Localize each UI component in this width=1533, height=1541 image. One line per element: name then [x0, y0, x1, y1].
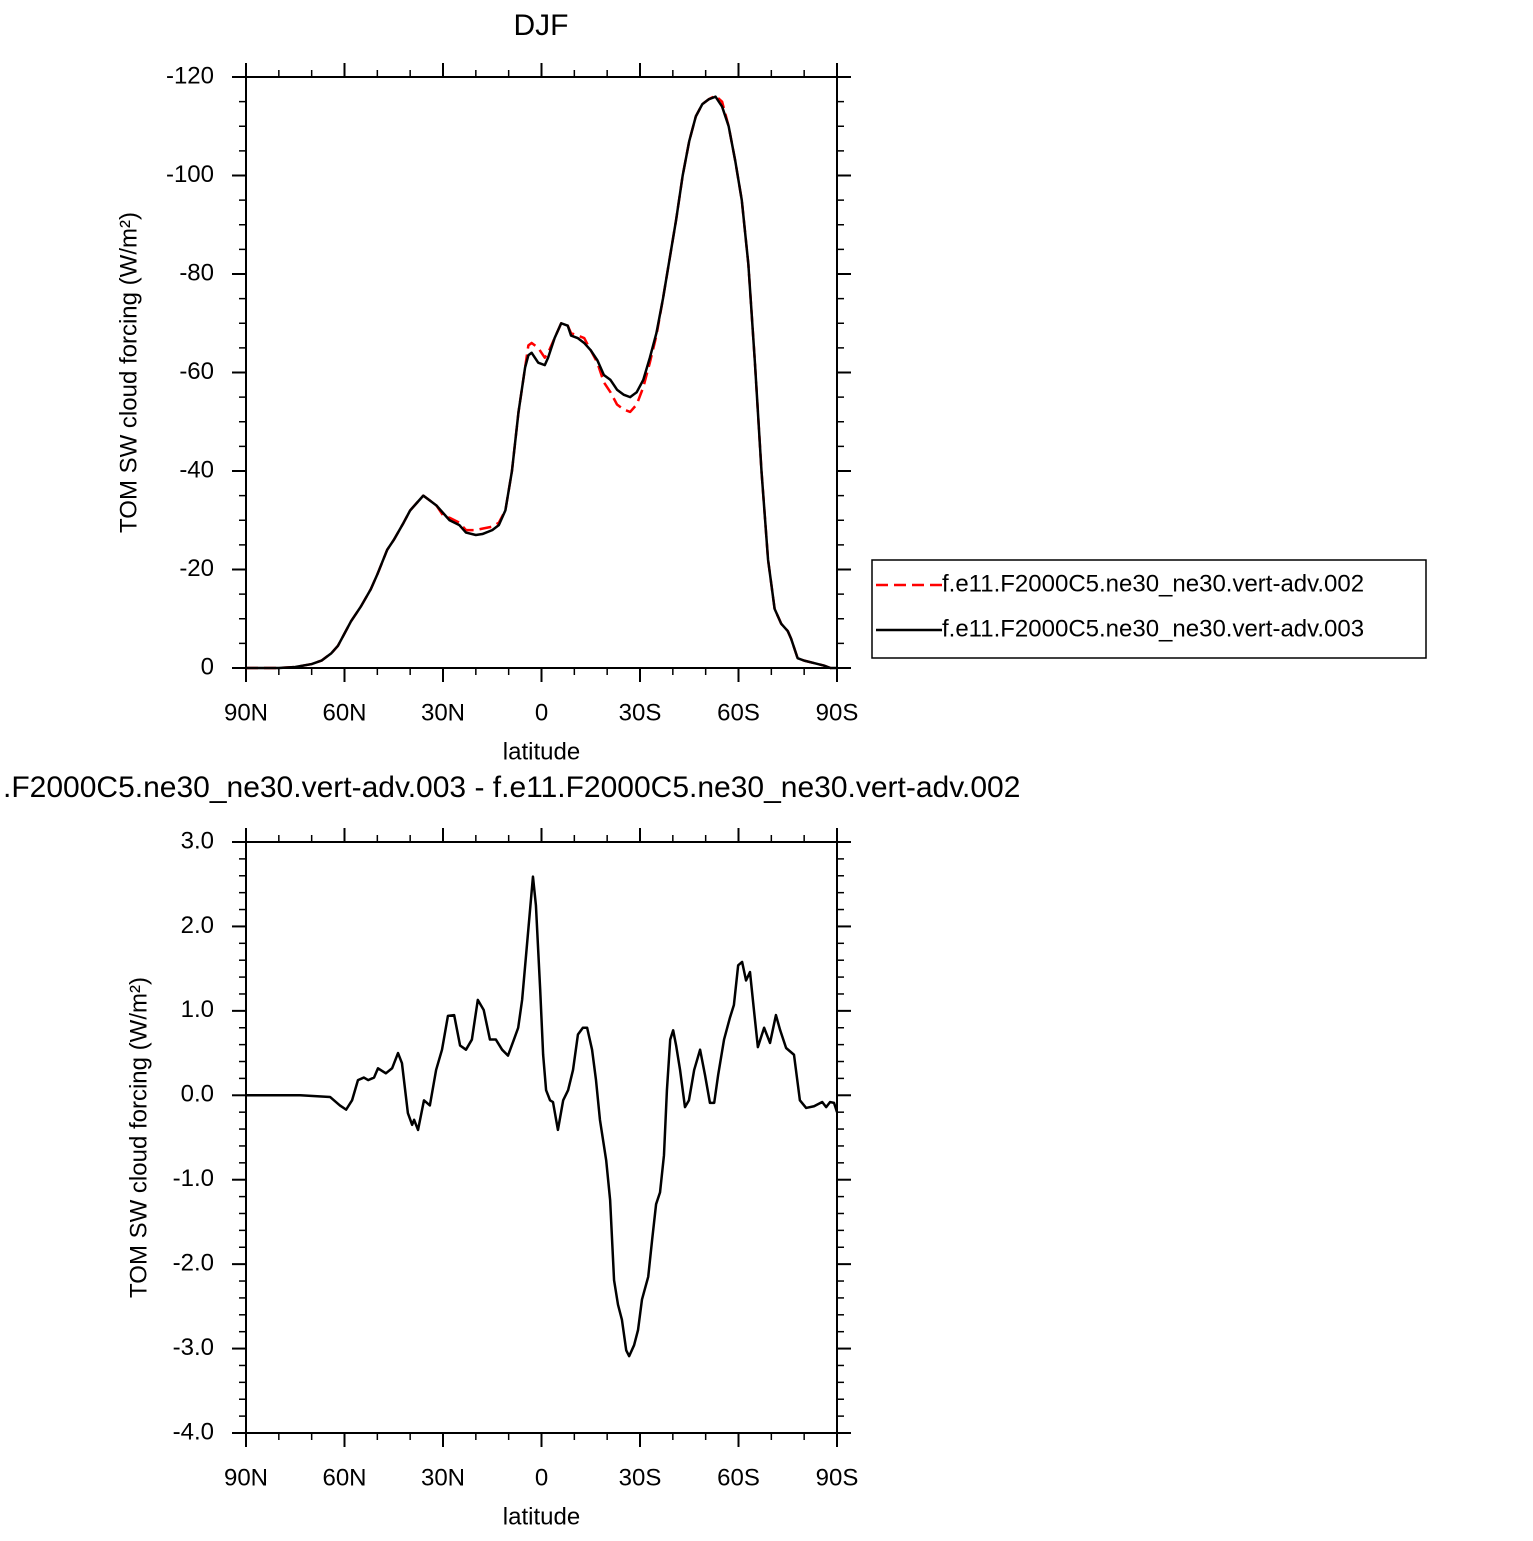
x-tick-label: 0	[535, 699, 548, 726]
x-tick-label: 60N	[322, 1464, 366, 1491]
x-tick-label: 30N	[421, 1464, 465, 1491]
y-tick-label: -40	[179, 456, 214, 483]
y-axis-label: TOM SW cloud forcing (W/m²)	[115, 212, 142, 533]
x-tick-label: 60S	[717, 1464, 760, 1491]
x-tick-label: 90N	[224, 1464, 268, 1491]
data-line	[246, 95, 837, 670]
legend-box	[871, 559, 1427, 659]
y-tick-label: 0	[201, 653, 214, 680]
x-axis-label: latitude	[503, 738, 580, 765]
y-tick-label: -4.0	[173, 1418, 214, 1445]
y-tick-label: 1.0	[181, 996, 214, 1023]
x-tick-label: 90S	[816, 699, 859, 726]
plot-frame	[245, 76, 838, 669]
y-axis-label: TOM SW cloud forcing (W/m²)	[125, 977, 152, 1298]
data-line	[246, 94, 837, 670]
y-tick-label: -100	[166, 161, 214, 188]
legend-label: f.e11.F2000C5.ne30_ne30.vert-adv.002	[942, 570, 1364, 597]
x-tick-label: 30N	[421, 699, 465, 726]
chart-title: DJF	[514, 9, 569, 42]
data-line	[246, 875, 839, 1358]
x-tick-label: 60S	[717, 699, 760, 726]
x-axis-label: latitude	[503, 1503, 580, 1530]
y-tick-label: -3.0	[173, 1334, 214, 1361]
x-tick-label: 60N	[322, 699, 366, 726]
y-tick-label: -1.0	[173, 1165, 214, 1192]
y-tick-label: -2.0	[173, 1249, 214, 1276]
x-tick-label: 30S	[619, 699, 662, 726]
y-tick-label: -60	[179, 358, 214, 385]
x-tick-label: 0	[535, 1464, 548, 1491]
y-tick-label: 0.0	[181, 1081, 214, 1108]
y-tick-label: -80	[179, 259, 214, 286]
y-tick-label: 2.0	[181, 912, 214, 939]
y-tick-label: 3.0	[181, 827, 214, 854]
chart-title: .F2000C5.ne30_ne30.vert-adv.003 - f.e11.…	[3, 771, 1020, 804]
y-tick-label: -120	[166, 62, 214, 89]
y-tick-label: -20	[179, 555, 214, 582]
legend-label: f.e11.F2000C5.ne30_ne30.vert-adv.003	[942, 615, 1364, 642]
x-tick-label: 90N	[224, 699, 268, 726]
x-tick-label: 90S	[816, 1464, 859, 1491]
plot-frame	[245, 841, 838, 1434]
x-tick-label: 30S	[619, 1464, 662, 1491]
